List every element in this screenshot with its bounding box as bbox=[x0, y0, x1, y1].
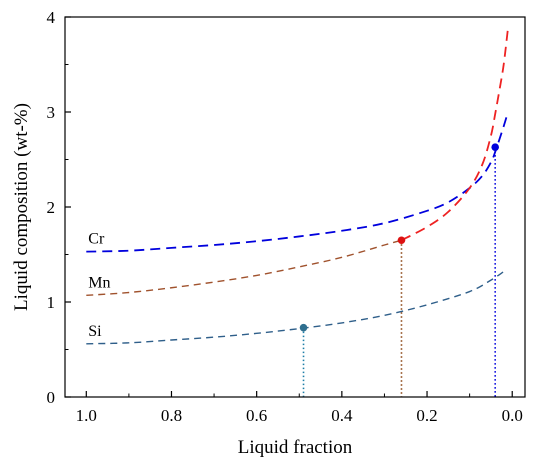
data-point bbox=[299, 323, 308, 332]
data-point bbox=[397, 236, 406, 245]
y-axis-title: Liquid composition (wt-%) bbox=[11, 103, 32, 311]
x-tick-label: 0.2 bbox=[416, 406, 437, 425]
x-axis-title: Liquid fraction bbox=[238, 437, 353, 458]
data-point bbox=[491, 143, 499, 151]
x-tick-label: 1.0 bbox=[76, 406, 97, 425]
y-tick-label: 0 bbox=[47, 388, 56, 407]
y-tick-label: 4 bbox=[47, 8, 56, 27]
x-tick-label: 0.0 bbox=[502, 406, 523, 425]
x-tick-label: 0.6 bbox=[246, 406, 267, 425]
series-label: Si bbox=[88, 323, 102, 340]
y-tick-label: 3 bbox=[47, 103, 56, 122]
plot-frame bbox=[64, 16, 526, 398]
x-tick-label: 0.8 bbox=[161, 406, 182, 425]
y-tick-label: 1 bbox=[47, 293, 56, 312]
series-line bbox=[86, 271, 505, 345]
series-line bbox=[86, 239, 402, 297]
series-label: Mn bbox=[88, 274, 110, 291]
series-line bbox=[86, 111, 509, 253]
y-tick-label: 2 bbox=[47, 198, 56, 217]
axis-ticks: 1.0 0.8 0.6 0.4 0.2 0.0 0 1 2 3 4 bbox=[47, 8, 523, 425]
series-label: Cr bbox=[88, 231, 105, 248]
series-line bbox=[401, 28, 509, 242]
x-tick-label: 0.4 bbox=[331, 406, 353, 425]
plot-area: Cr Mn Si bbox=[86, 28, 509, 397]
